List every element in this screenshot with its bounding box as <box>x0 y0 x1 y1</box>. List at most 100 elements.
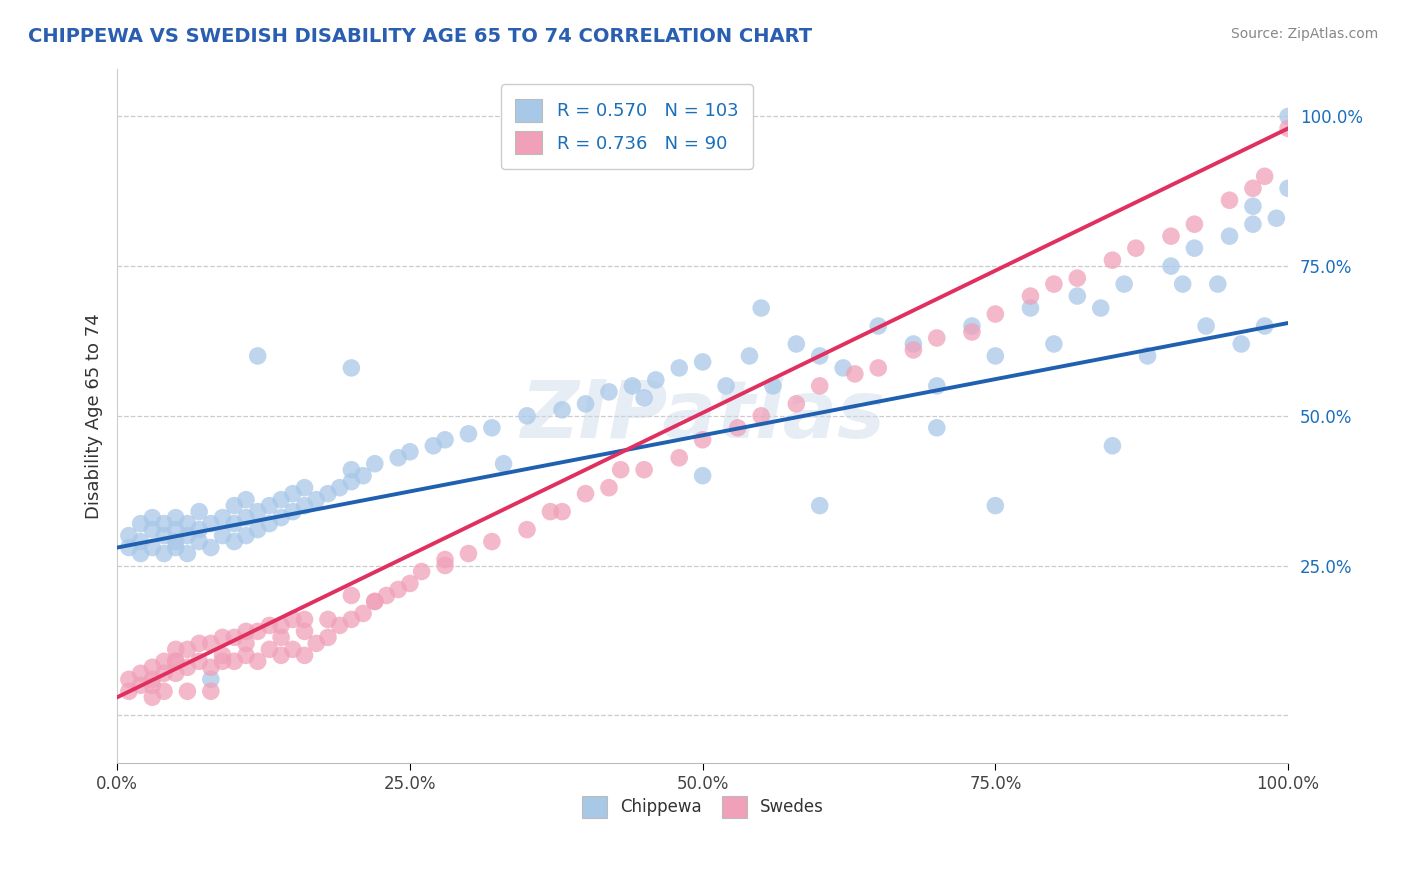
Point <box>1277 181 1299 195</box>
Point <box>294 481 316 495</box>
Point <box>1218 229 1240 244</box>
Point <box>281 642 304 657</box>
Point <box>434 552 457 566</box>
Point <box>200 636 222 650</box>
Point <box>246 505 269 519</box>
Point <box>235 492 257 507</box>
Point <box>153 666 176 681</box>
Point <box>714 379 737 393</box>
Text: Source: ZipAtlas.com: Source: ZipAtlas.com <box>1230 27 1378 41</box>
Point <box>457 547 479 561</box>
Point <box>1218 194 1240 208</box>
Point <box>1195 318 1218 333</box>
Point <box>176 660 198 674</box>
Point <box>868 318 890 333</box>
Point <box>633 391 655 405</box>
Point <box>316 612 339 626</box>
Point <box>188 636 211 650</box>
Point <box>176 516 198 531</box>
Point <box>329 618 352 632</box>
Point <box>1184 241 1206 255</box>
Point <box>141 673 163 687</box>
Point <box>340 475 363 489</box>
Point <box>399 576 422 591</box>
Point <box>1019 289 1042 303</box>
Point <box>224 534 246 549</box>
Point <box>235 528 257 542</box>
Point <box>270 492 292 507</box>
Point <box>516 523 538 537</box>
Point <box>165 534 187 549</box>
Point <box>1277 110 1299 124</box>
Point <box>188 654 211 668</box>
Point <box>1114 277 1136 291</box>
Point <box>868 360 890 375</box>
Point <box>516 409 538 423</box>
Point <box>246 349 269 363</box>
Point <box>294 499 316 513</box>
Point <box>176 528 198 542</box>
Point <box>808 499 831 513</box>
Point <box>188 534 211 549</box>
Point <box>153 528 176 542</box>
Point <box>165 541 187 555</box>
Point <box>1136 349 1159 363</box>
Point <box>176 642 198 657</box>
Legend: Chippewa, Swedes: Chippewa, Swedes <box>575 789 831 824</box>
Point <box>281 505 304 519</box>
Point <box>270 618 292 632</box>
Point <box>211 648 233 663</box>
Point <box>960 325 983 339</box>
Point <box>165 510 187 524</box>
Point <box>481 534 503 549</box>
Point <box>925 421 948 435</box>
Point <box>609 463 631 477</box>
Point <box>1019 301 1042 315</box>
Point <box>141 541 163 555</box>
Point <box>235 624 257 639</box>
Point <box>1160 229 1182 244</box>
Point <box>411 565 433 579</box>
Point <box>294 648 316 663</box>
Point <box>598 384 620 399</box>
Point <box>984 349 1007 363</box>
Point <box>176 684 198 698</box>
Point <box>1241 181 1264 195</box>
Point <box>246 654 269 668</box>
Point <box>352 607 374 621</box>
Point <box>224 516 246 531</box>
Point <box>574 486 596 500</box>
Point <box>1043 337 1066 351</box>
Point <box>1253 318 1275 333</box>
Point <box>364 594 387 608</box>
Point <box>903 343 925 357</box>
Point <box>598 481 620 495</box>
Text: ZIPatlas: ZIPatlas <box>520 376 886 455</box>
Point <box>316 631 339 645</box>
Point <box>141 660 163 674</box>
Point <box>270 510 292 524</box>
Point <box>1206 277 1229 291</box>
Point <box>153 547 176 561</box>
Point <box>352 468 374 483</box>
Point <box>153 654 176 668</box>
Point <box>399 444 422 458</box>
Point <box>375 589 398 603</box>
Point <box>692 433 714 447</box>
Point <box>129 534 152 549</box>
Point <box>668 450 690 465</box>
Point <box>925 331 948 345</box>
Point <box>1171 277 1194 291</box>
Point <box>808 349 831 363</box>
Point <box>727 421 749 435</box>
Point <box>141 678 163 692</box>
Point <box>387 450 409 465</box>
Point <box>1090 301 1112 315</box>
Point <box>340 612 363 626</box>
Point <box>235 648 257 663</box>
Point <box>434 433 457 447</box>
Point <box>481 421 503 435</box>
Point <box>305 492 328 507</box>
Point <box>141 523 163 537</box>
Point <box>153 684 176 698</box>
